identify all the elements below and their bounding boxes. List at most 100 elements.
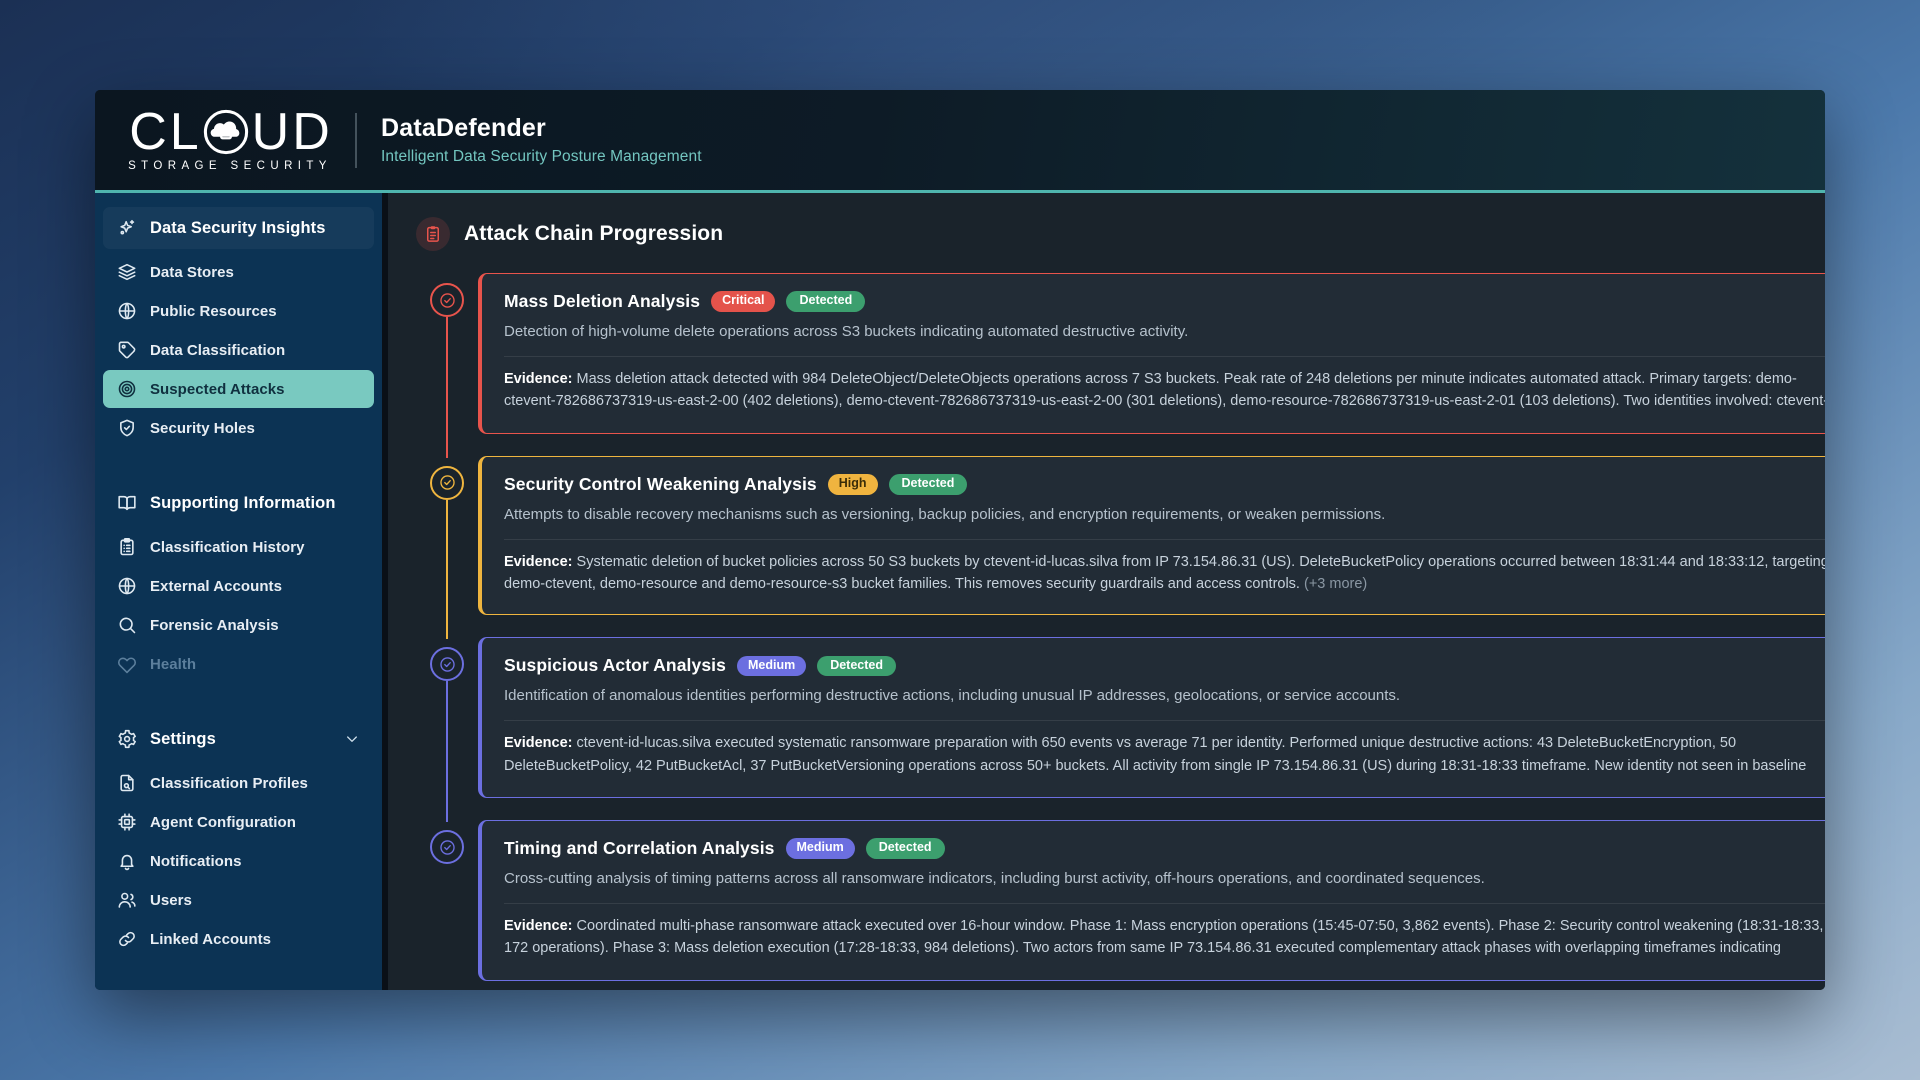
sidebar-item-users[interactable]: Users xyxy=(103,881,374,919)
chevron-down-icon[interactable] xyxy=(344,731,360,747)
attack-card-header: Timing and Correlation Analysis Medium D… xyxy=(504,838,1825,860)
status-badge: Detected xyxy=(786,291,866,312)
evidence-text: Mass deletion attack detected with 984 D… xyxy=(504,370,1825,410)
logo-letter-d: D xyxy=(292,102,331,161)
attack-card[interactable]: Security Control Weakening Analysis High… xyxy=(478,455,1825,616)
sidebar-item-agent-configuration[interactable]: Agent Configuration xyxy=(103,803,374,841)
sidebar-item-label: Data Classification xyxy=(150,341,286,359)
attack-card-header: Suspicious Actor Analysis Medium Detecte… xyxy=(504,655,1825,677)
card-divider xyxy=(504,720,1825,722)
sidebar-item-classification-profiles[interactable]: Classification Profiles xyxy=(103,764,374,802)
attack-chain-step: Mass Deletion Analysis Critical Detected… xyxy=(416,273,1825,458)
app-body: Data Security Insights Data Stores Public … xyxy=(95,193,1825,990)
gear-icon xyxy=(117,729,137,749)
card-divider xyxy=(504,355,1825,357)
sidebar-section-label: Settings xyxy=(150,729,216,748)
shield-check-icon xyxy=(117,418,137,438)
clipboard-list-icon xyxy=(117,537,137,557)
sidebar-item-notifications[interactable]: Notifications xyxy=(103,842,374,880)
target-icon xyxy=(117,379,137,399)
sidebar-item-label: Forensic Analysis xyxy=(150,616,279,634)
attack-card-title: Suspicious Actor Analysis xyxy=(504,655,726,676)
logo-letter-c: C xyxy=(129,102,168,161)
sidebar-item-label: Classification History xyxy=(150,538,305,556)
attack-card-description: Detection of high-volume delete operatio… xyxy=(504,323,1189,340)
sidebar-item-label: External Accounts xyxy=(150,577,282,595)
sidebar-item-label: Health xyxy=(150,655,197,673)
header-divider xyxy=(355,112,357,168)
attack-card[interactable]: Mass Deletion Analysis Critical Detected… xyxy=(478,273,1825,434)
evidence-label: Evidence: xyxy=(504,553,573,570)
heart-icon xyxy=(117,654,137,674)
tag-icon xyxy=(117,340,137,360)
sidebar-item-suspected-attacks[interactable]: Suspected Attacks xyxy=(103,370,374,408)
main-content: Attack Chain Progression Mass Deletion A… xyxy=(382,193,1825,990)
sidebar-item-label: Data Stores xyxy=(150,263,234,281)
status-badge: Detected xyxy=(817,655,896,677)
check-circle-icon xyxy=(430,830,464,865)
book-icon xyxy=(117,493,137,513)
product-subtitle: Intelligent Data Security Posture Manage… xyxy=(381,148,702,165)
layers-icon xyxy=(117,262,137,282)
attack-card[interactable]: Suspicious Actor Analysis Medium Detecte… xyxy=(478,637,1825,799)
sidebar-item-security-holes[interactable]: Security Holes xyxy=(103,409,374,447)
severity-badge: Medium xyxy=(785,838,855,860)
sidebar-item-label: Security Holes xyxy=(150,419,255,437)
sidebar-item-external-accounts[interactable]: External Accounts xyxy=(103,567,374,605)
page-title: Attack Chain Progression xyxy=(464,222,724,245)
timeline-marker-column xyxy=(416,456,478,640)
sidebar-item-health: Health xyxy=(103,645,374,683)
logo-tagline: STORAGE SECURITY xyxy=(128,160,332,173)
attack-chain-step: Suspicious Actor Analysis Medium Detecte… xyxy=(416,637,1825,823)
evidence-text: ctevent-id-lucas.silva executed systemat… xyxy=(504,735,1807,774)
search-icon xyxy=(117,615,137,635)
timeline-marker-column xyxy=(416,273,478,458)
card-divider xyxy=(504,902,1825,904)
sidebar-item-classification-history[interactable]: Classification History xyxy=(103,528,374,566)
sidebar-item-data-stores[interactable]: Data Stores xyxy=(103,253,374,291)
check-circle-icon xyxy=(430,647,464,682)
file-search-icon xyxy=(117,773,137,793)
attack-card-evidence: Evidence: ctevent-id-lucas.silva execute… xyxy=(504,732,1825,778)
logo-cloud-lock-icon xyxy=(203,109,249,155)
evidence-label: Evidence: xyxy=(504,917,573,934)
sidebar: Data Security Insights Data Stores Public … xyxy=(95,193,382,990)
attack-card-title: Mass Deletion Analysis xyxy=(504,291,701,311)
sidebar-item-label: Suspected Attacks xyxy=(150,380,285,398)
sidebar-section-gap xyxy=(103,448,374,482)
sidebar-section-settings[interactable]: Settings xyxy=(103,718,374,760)
logo-letter-u: U xyxy=(251,102,291,161)
attack-card-header: Mass Deletion Analysis Critical Detected xyxy=(504,291,1825,312)
status-badge: Detected xyxy=(888,473,968,495)
attack-chain-timeline: Mass Deletion Analysis Critical Detected… xyxy=(416,273,1825,981)
attack-card[interactable]: Timing and Correlation Analysis Medium D… xyxy=(478,820,1825,981)
sidebar-section-label: Data Security Insights xyxy=(150,218,326,237)
sidebar-item-data-classification[interactable]: Data Classification xyxy=(103,331,374,369)
attack-chain-step: Timing and Correlation Analysis Medium D… xyxy=(416,820,1825,981)
attack-card-evidence: Evidence: Coordinated multi-phase ransom… xyxy=(504,915,1825,961)
evidence-text: Systematic deletion of bucket policies a… xyxy=(504,553,1825,592)
sidebar-nav: Data Security Insights Data Stores Public … xyxy=(95,207,382,958)
sidebar-item-label: Linked Accounts xyxy=(150,930,272,948)
severity-badge: Critical xyxy=(711,291,776,312)
brand-wordmark: C L U D xyxy=(129,102,331,161)
attack-card-title: Timing and Correlation Analysis xyxy=(504,838,775,859)
chip-icon xyxy=(117,812,137,832)
sidebar-section-data-security-insights[interactable]: Data Security Insights xyxy=(103,207,374,249)
timeline-connector xyxy=(446,499,448,640)
sidebar-item-linked-accounts[interactable]: Linked Accounts xyxy=(103,920,374,958)
app-window: C L U D STORAGE SECURITY DataDefend xyxy=(95,90,1825,990)
evidence-label: Evidence: xyxy=(504,370,573,387)
brand-logo[interactable]: C L U D STORAGE SECURITY xyxy=(122,102,338,173)
link-icon xyxy=(117,929,137,949)
sparkle-icon xyxy=(117,218,137,238)
sidebar-section-supporting-information[interactable]: Supporting Information xyxy=(103,482,374,524)
sidebar-item-forensic-analysis[interactable]: Forensic Analysis xyxy=(103,606,374,644)
clipboard-alert-icon xyxy=(416,217,450,251)
evidence-more-link[interactable]: (+3 more) xyxy=(1304,575,1368,592)
attack-card-header: Security Control Weakening Analysis High… xyxy=(504,474,1825,495)
evidence-label: Evidence: xyxy=(504,735,573,752)
globe-icon xyxy=(117,301,137,321)
product-identity: DataDefender Intelligent Data Security P… xyxy=(381,114,702,166)
sidebar-item-public-resources[interactable]: Public Resources xyxy=(103,292,374,330)
